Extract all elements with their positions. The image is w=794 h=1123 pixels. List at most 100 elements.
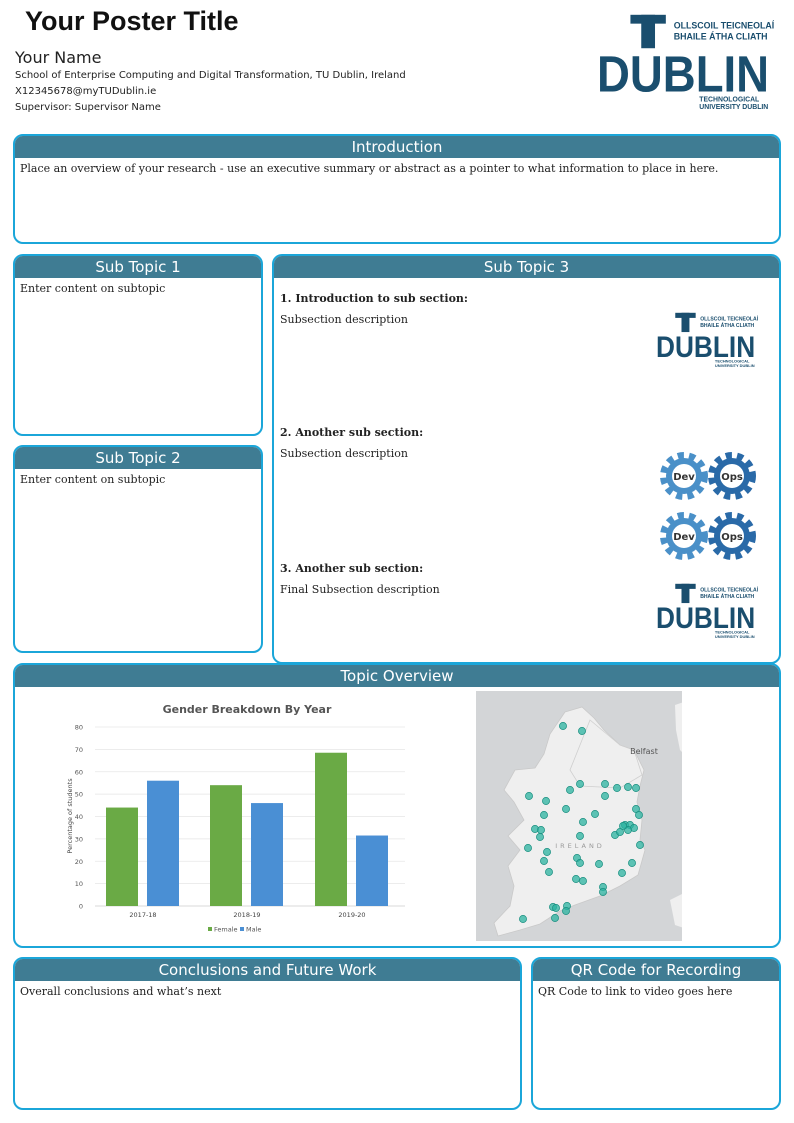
y-tick-label: 20 [75, 858, 83, 866]
qr-code-title: QR Code for Recording [533, 959, 779, 981]
map-location-dot [635, 811, 643, 819]
svg-text:Ops: Ops [721, 472, 743, 483]
header-logo: DUBLIN OLLSCOIL TEICNEOLAÍOCHTA BHAILE Á… [597, 12, 794, 112]
y-tick-label: 70 [75, 746, 83, 754]
map-location-dot [562, 805, 570, 813]
sub-topic-1-title: Sub Topic 1 [15, 256, 261, 278]
map-location-dot [540, 857, 548, 865]
map-location-dot [576, 832, 584, 840]
svg-text:TECHNOLOGICAL: TECHNOLOGICAL [699, 96, 759, 103]
map-location-dot [519, 915, 527, 923]
section-3-logo: DUBLIN OLLSCOIL TEICNEOLAÍOCHTA BHAILE Á… [656, 582, 776, 640]
sub-topic-2-title: Sub Topic 2 [15, 447, 261, 469]
svg-text:OLLSCOIL TEICNEOLAÍOCHTA: OLLSCOIL TEICNEOLAÍOCHTA [674, 21, 774, 31]
svg-text:OLLSCOIL TEICNEOLAÍOCHTA: OLLSCOIL TEICNEOLAÍOCHTA [700, 586, 758, 594]
introduction-title: Introduction [15, 136, 779, 158]
map-location-dot [619, 822, 627, 830]
map-location-dot [525, 792, 533, 800]
supervisor: Supervisor: Supervisor Name [15, 102, 161, 113]
map-location-dot [542, 797, 550, 805]
map-location-dot [632, 784, 640, 792]
svg-text:BHAILE ÁTHA CLIATH: BHAILE ÁTHA CLIATH [674, 31, 768, 41]
conclusions-title: Conclusions and Future Work [15, 959, 520, 981]
svg-text:UNIVERSITY DUBLIN: UNIVERSITY DUBLIN [715, 634, 755, 639]
ireland-map: Belfast IRELAND [476, 691, 682, 941]
qr-code-text: QR Code to link to video goes here [538, 985, 733, 998]
map-location-dot [578, 727, 586, 735]
section-1-logo: DUBLIN OLLSCOIL TEICNEOLAÍOCHTA BHAILE Á… [656, 311, 776, 369]
devops-icon: Dev Ops [658, 509, 758, 567]
map-location-dot [579, 818, 587, 826]
topic-overview-title: Topic Overview [15, 665, 779, 687]
svg-text:UNIVERSITY DUBLIN: UNIVERSITY DUBLIN [715, 363, 755, 368]
tu-dublin-logo: DUBLIN OLLSCOIL TEICNEOLAÍOCHTA BHAILE Á… [656, 312, 776, 368]
map-location-dot [537, 826, 545, 834]
map-label-ireland: IRELAND [555, 842, 605, 850]
introduction-panel: Introduction Place an overview of your r… [13, 134, 781, 244]
conclusions-text: Overall conclusions and what’s next [20, 985, 222, 998]
map-location-dot [601, 792, 609, 800]
author-name: Your Name [15, 48, 102, 67]
map-location-dot [572, 875, 580, 883]
poster-title: Your Poster Title [25, 6, 239, 36]
svg-text:BHAILE ÁTHA CLIATH: BHAILE ÁTHA CLIATH [700, 593, 754, 600]
sub-topic-3-title: Sub Topic 3 [274, 256, 779, 278]
sub-topic-2-text: Enter content on subtopic [20, 473, 166, 486]
map-location-dot [601, 780, 609, 788]
x-tick-label: 2019-20 [338, 911, 365, 919]
y-tick-label: 80 [75, 724, 83, 732]
conclusions-panel: Conclusions and Future Work Overall conc… [13, 957, 522, 1110]
chart-title: Gender Breakdown By Year [163, 703, 332, 716]
qr-code-panel: QR Code for Recording QR Code to link to… [531, 957, 781, 1110]
y-axis-label: Percentage of students [66, 778, 74, 854]
map-location-dot [524, 844, 532, 852]
bar-male-2017-18 [147, 780, 179, 906]
email: X12345678@myTUDublin.ie [15, 86, 157, 97]
map-location-dot [559, 722, 567, 730]
map-location-dot [599, 888, 607, 896]
map-location-dot [576, 859, 584, 867]
tu-dublin-logo: DUBLIN OLLSCOIL TEICNEOLAÍOCHTA BHAILE Á… [656, 583, 776, 639]
bar-female-2017-18 [106, 807, 138, 906]
gender-bar-chart: Gender Breakdown By Year Percentage of s… [66, 703, 405, 934]
section-3-text: Final Subsection description [280, 583, 440, 596]
section-1-text: Subsection description [280, 313, 408, 326]
map-location-dot [591, 810, 599, 818]
bar-female-2019-20 [315, 752, 347, 906]
svg-text:Dev: Dev [673, 472, 695, 483]
map-location-dot [551, 914, 559, 922]
map-label-belfast: Belfast [630, 747, 658, 756]
map-location-dot [636, 841, 644, 849]
x-tick-label: 2018-19 [233, 911, 260, 919]
map-location-dot [562, 907, 570, 915]
legend-label: Female [214, 926, 238, 934]
school: School of Enterprise Computing and Digit… [15, 70, 406, 81]
y-tick-label: 0 [79, 903, 83, 911]
y-tick-label: 60 [75, 768, 83, 776]
map-location-dot [540, 811, 548, 819]
x-tick-label: 2017-18 [129, 911, 156, 919]
bar-male-2019-20 [356, 835, 388, 906]
map-location-dot [543, 848, 551, 856]
svg-text:Ops: Ops [721, 532, 743, 543]
map-location-dot [552, 904, 560, 912]
map-location-dot [624, 783, 632, 791]
map-location-dot [613, 784, 621, 792]
bar-male-2018-19 [251, 803, 283, 906]
svg-text:OLLSCOIL TEICNEOLAÍOCHTA: OLLSCOIL TEICNEOLAÍOCHTA [700, 315, 758, 323]
sub-topic-2-panel: Sub Topic 2 Enter content on subtopic [13, 445, 263, 653]
sub-topic-1-text: Enter content on subtopic [20, 282, 166, 295]
svg-text:TECHNOLOGICAL: TECHNOLOGICAL [715, 359, 750, 364]
map-location-dot [628, 859, 636, 867]
map-location-dot [579, 877, 587, 885]
section-3-heading: 3. Another sub section: [280, 562, 424, 575]
svg-text:DUBLIN: DUBLIN [656, 602, 755, 635]
map-location-dot [576, 780, 584, 788]
y-tick-label: 10 [75, 880, 83, 888]
section-2-text: Subsection description [280, 447, 408, 460]
svg-text:UNIVERSITY DUBLIN: UNIVERSITY DUBLIN [699, 104, 768, 111]
sub-topic-1-panel: Sub Topic 1 Enter content on subtopic [13, 254, 263, 436]
map-location-dot [566, 786, 574, 794]
map-location-dot [618, 869, 626, 877]
svg-text:BHAILE ÁTHA CLIATH: BHAILE ÁTHA CLIATH [700, 322, 754, 329]
